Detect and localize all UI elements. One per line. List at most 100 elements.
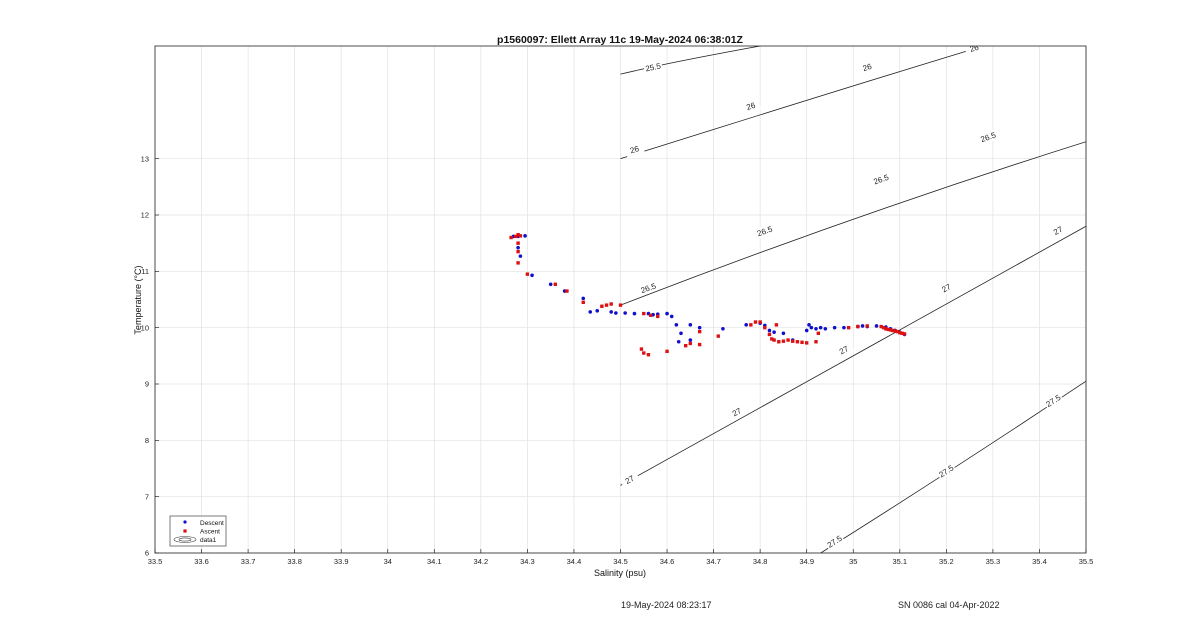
x-tick-label: 33.6	[194, 557, 209, 566]
y-tick-label: 11	[141, 267, 149, 276]
descent-point	[860, 324, 865, 328]
x-tick-label: 33.5	[148, 557, 163, 566]
x-tick-label: 34.5	[613, 557, 628, 566]
contour-label-bg	[833, 341, 855, 359]
contour-line-25.5	[620, 46, 761, 75]
descent-point	[804, 328, 809, 333]
ascent-point	[814, 340, 818, 344]
ascent-point	[642, 351, 646, 355]
legend-contour-icon	[173, 536, 197, 543]
ascent-point	[516, 261, 520, 265]
contour-label-bg	[964, 46, 985, 56]
x-tick-label: 34.6	[660, 557, 675, 566]
ascent-point	[639, 347, 644, 351]
ascent-point	[891, 328, 895, 333]
contour-label-bg	[638, 280, 659, 296]
y-tick-label: 7	[145, 492, 149, 501]
descent-point	[595, 308, 600, 313]
contour-label: 26	[969, 43, 981, 54]
contour-label-bg	[643, 60, 663, 75]
legend-label-ascent: Ascent	[200, 529, 220, 536]
ascent-point	[777, 340, 781, 344]
ascent-point	[665, 349, 669, 354]
contour-label-bg	[871, 171, 892, 188]
footer-timestamp: 19-May-2024 08:23:17	[621, 600, 712, 610]
ascent-point	[767, 332, 772, 337]
descent-point	[669, 314, 674, 319]
ascent-point	[509, 235, 513, 240]
ascent-point	[781, 339, 786, 343]
contour-label-bg	[726, 403, 748, 421]
ascent-point	[604, 303, 609, 307]
ascent-point	[697, 342, 702, 347]
x-tick-label: 34.3	[520, 557, 535, 566]
descent-point	[530, 273, 534, 278]
ascent-point	[642, 311, 646, 316]
ascent-point	[893, 329, 897, 333]
descent-point	[609, 310, 613, 314]
ascent-point	[516, 241, 520, 245]
ascent-point	[791, 339, 795, 343]
ascent-point	[770, 337, 774, 341]
legend-label-descent: Descent	[200, 520, 224, 527]
contour-label-bg	[936, 279, 957, 297]
x-tick-label: 34.7	[706, 557, 721, 566]
ascent-point	[879, 324, 883, 329]
ascent-point	[514, 234, 518, 239]
descent-point	[632, 311, 637, 316]
x-tick-label: 34.2	[474, 557, 489, 566]
contour-label-bg	[824, 532, 845, 551]
ascent-point	[646, 353, 651, 357]
y-tick-label: 8	[145, 436, 149, 445]
footer-calibration: SN 0086 cal 04-Apr-2022	[898, 600, 1000, 610]
ascent-point	[516, 249, 520, 254]
x-tick-label: 34.9	[799, 557, 814, 566]
ascent-point	[881, 325, 886, 330]
x-tick-label: 35.5	[1079, 557, 1094, 566]
descent-point	[688, 323, 693, 327]
ascent-point	[795, 340, 800, 344]
ascent-point	[716, 334, 720, 338]
legend-contour-icon-inner	[178, 537, 192, 542]
ascent-point	[525, 272, 530, 276]
legend: Descent Ascent data1	[169, 515, 227, 547]
descent-point	[676, 339, 681, 344]
x-tick-label: 35.1	[892, 557, 907, 566]
x-tick-label: 35.2	[939, 557, 954, 566]
contour-label-bg	[740, 98, 761, 114]
ascent-point	[649, 313, 653, 317]
ascent-point	[758, 320, 762, 324]
ascent-point	[553, 282, 558, 286]
descent-point	[665, 311, 669, 316]
y-tick-label: 9	[145, 380, 149, 389]
ascent-point	[683, 343, 688, 348]
x-tick-label: 34.4	[567, 557, 582, 566]
ascent-point	[900, 331, 904, 335]
ascent-point	[600, 304, 604, 308]
y-tick-label: 12	[141, 211, 149, 220]
ascent-point	[856, 324, 860, 329]
descent-point	[581, 296, 586, 301]
ascent-point	[886, 327, 890, 332]
descent-point	[807, 323, 811, 327]
x-tick-label: 34	[384, 557, 392, 566]
ascent-point	[656, 314, 660, 319]
contour-label: 25.5	[645, 61, 663, 73]
x-tick-label: 33.8	[287, 557, 302, 566]
ascent-point	[763, 325, 767, 330]
chart-title: p1560097: Ellett Array 11c 19-May-2024 0…	[497, 34, 744, 46]
descent-point	[809, 325, 814, 330]
profile-points	[509, 233, 907, 357]
descent-point	[818, 325, 823, 330]
contour-label-bg	[619, 471, 641, 489]
contour-label-bg	[1047, 222, 1069, 240]
contour-label-bg	[978, 129, 999, 145]
descent-point	[772, 330, 776, 334]
ascent-point	[772, 338, 776, 342]
descent-point	[781, 331, 786, 336]
x-tick-label: 35	[849, 557, 857, 566]
descent-point	[588, 310, 593, 314]
ascent-point	[888, 328, 893, 332]
ascent-point	[816, 331, 821, 335]
